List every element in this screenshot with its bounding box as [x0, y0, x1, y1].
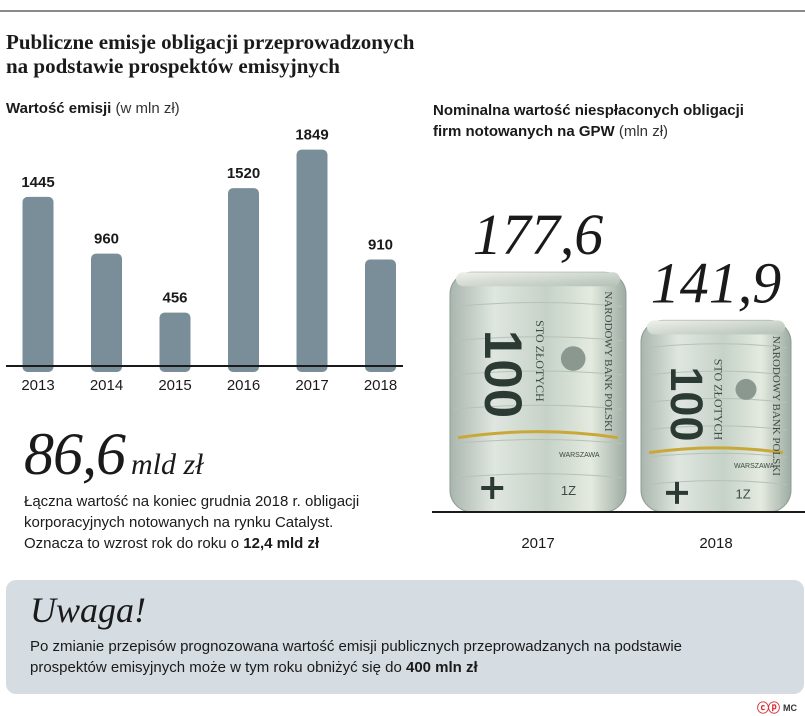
notice-box: Uwaga! Po zmianie przepisów prognozowana…: [6, 580, 804, 694]
title-line-2: na podstawie prospektów emisyjnych: [6, 54, 340, 78]
bar-value-label-2015: 456: [162, 290, 187, 307]
total-value-unit: mld zł: [131, 448, 204, 481]
bar-2013: [22, 196, 54, 372]
x-tick-label-2016: 2016: [227, 377, 260, 394]
banknote-city: WARSZAWA: [559, 452, 600, 459]
top-divider: [0, 10, 805, 12]
banknote-roll-2017: 100 STO ZŁOTYCH NARODOWY BANK POLSKI WARSZA…: [449, 271, 627, 513]
right-chart-subtitle: Nominalna wartość niespłaconych obligacj…: [433, 100, 744, 142]
x-tick-label-2013: 2013: [21, 377, 54, 394]
left-chart-label: Wartość emisji: [6, 100, 112, 117]
notice-line-1: Po zmianie przepisów prognozowana wartoś…: [30, 638, 683, 655]
bar-value-label-2017: 1849: [295, 127, 328, 144]
banknote-denomination: 100: [473, 330, 532, 418]
page-title: Publiczne emisje obligacji przeprowadzon…: [6, 30, 415, 78]
desc-line-2: korporacyjnych notowanych na rynku Catal…: [24, 514, 334, 531]
bar-value-label-2018: 910: [368, 237, 393, 254]
total-value-description: Łączna wartość na koniec grudnia 2018 r.…: [24, 491, 424, 554]
total-value-highlight: 86,6 mld zł: [24, 420, 204, 488]
x-tick-label-2014: 2014: [90, 377, 123, 394]
publisher-logo: ⓒⓟ: [756, 701, 780, 715]
x-tick-label-2018: 2018: [699, 535, 732, 552]
desc-growth-value: 12,4 mld zł: [243, 535, 320, 552]
notice-title: Uwaga!: [30, 590, 146, 630]
banknote-city: WARSZAWA: [734, 463, 775, 470]
bar-2018: [365, 259, 396, 372]
cross-mark-icon: [481, 477, 504, 500]
bar-2016: [228, 188, 259, 372]
notice-line-2: prospektów emisyjnych może w tym roku ob…: [30, 659, 402, 676]
emission-bar-chart: 1445 2013 960 2014 456 2015 1520 2016 1849 2017 91…: [6, 127, 403, 394]
banknote-words: STO ZŁOTYCH: [712, 359, 726, 441]
banknote-serial: 1Z: [561, 483, 576, 498]
banknote-serial: 1Z: [736, 487, 751, 502]
right-chart-unit: (mln zł): [618, 123, 669, 140]
left-chart-unit: (w mln zł): [115, 100, 180, 117]
banknote-bank-name: NARODOWY BANK POLSKI: [602, 291, 614, 431]
desc-line-1: Łączna wartość na koniec grudnia 2018 r.…: [24, 493, 360, 510]
left-chart-subtitle: Wartość emisji (w mln zł): [6, 100, 180, 117]
bar-value-label-2014: 960: [94, 231, 119, 248]
x-tick-label-2015: 2015: [158, 377, 191, 394]
bar-value-label-2013: 1445: [21, 174, 54, 191]
cross-mark-icon: [666, 481, 688, 504]
x-tick-label-2018: 2018: [364, 377, 397, 394]
desc-line-3: Oznacza to wzrost rok do roku o: [24, 535, 240, 552]
notice-forecast-value: 400 mln zł: [405, 659, 478, 676]
eagle-emblem-icon: [560, 346, 586, 371]
total-value-number: 86,6: [24, 421, 126, 487]
right-chart-label-line-2: firm notowanych na GPW: [433, 123, 615, 140]
eagle-emblem-icon: [735, 378, 757, 400]
notice-text: Po zmianie przepisów prognozowana wartoś…: [30, 636, 790, 678]
banknote-rolls-chart: 100 STO ZŁOTYCH NARODOWY BANK POLSKIWARSZA…: [432, 202, 805, 552]
roll-value-label-2018: 141,9: [651, 250, 782, 315]
bar-2017: [296, 149, 328, 372]
bar-value-label-2016: 1520: [227, 165, 260, 182]
banknote-denomination: 100: [661, 366, 712, 441]
bar-2015: [159, 312, 191, 372]
banknote-roll-2018: 100 STO ZŁOTYCH NARODOWY BANK POLSKIWARSZA…: [640, 319, 792, 513]
x-tick-label-2017: 2017: [521, 535, 554, 552]
author-initials: MC: [783, 702, 797, 713]
right-chart-label-line-1: Nominalna wartość niespłaconych obligacj…: [433, 102, 744, 119]
banknote-bank-name: NARODOWY BANK POLSKI: [770, 336, 782, 476]
x-tick-label-2017: 2017: [295, 377, 328, 394]
bar-2014: [91, 253, 122, 372]
banknote-words: STO ZŁOTYCH: [533, 320, 547, 402]
title-line-1: Publiczne emisje obligacji przeprowadzon…: [6, 30, 415, 54]
credit: ⓒⓟ MC: [757, 699, 797, 716]
roll-value-label-2017: 177,6: [473, 202, 604, 267]
